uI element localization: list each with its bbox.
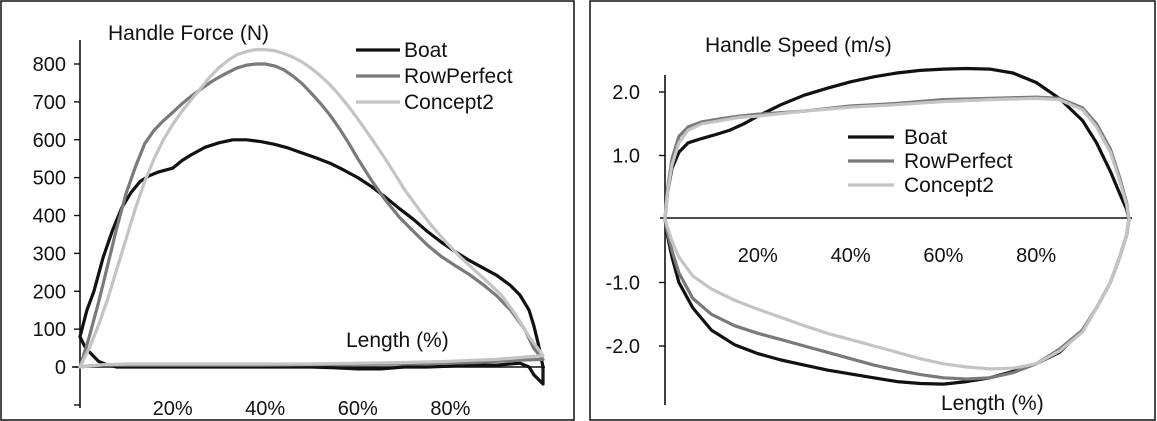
force-legend-label-boat: Boat [404, 39, 447, 62]
force-y-tick-label: 800 [33, 54, 66, 76]
force-series-rowperfect [78, 62, 545, 369]
force-y-tick-label: 700 [33, 92, 66, 114]
speed-legend-label-rowperfect: RowPerfect [904, 150, 1013, 173]
speed-y-tick-label: -1.0 [606, 273, 640, 295]
speed-series-concept2 [663, 96, 1131, 371]
force-panel-frame [0, 0, 575, 421]
force-y-tick-label: 400 [33, 206, 66, 228]
force-x-axis-label: Length (%) [346, 329, 449, 352]
speed-legend-label-concept2: Concept2 [904, 174, 994, 197]
force-y-tick-label: 300 [33, 243, 66, 265]
speed-x-tick-label: 80% [1016, 245, 1056, 267]
force-x-tick-label: 20% [153, 398, 193, 420]
force-y-tick-label: 600 [33, 130, 66, 152]
force-chart-title: Handle Force (N) [108, 22, 269, 45]
force-y-tick-label: 200 [33, 281, 66, 303]
force-legend-label-rowperfect: RowPerfect [404, 65, 513, 88]
force-y-tick-label: 0 [55, 357, 66, 379]
speed-x-tick-label: 40% [831, 245, 871, 267]
force-x-tick-label: 60% [338, 398, 378, 420]
speed-series-rowperfect [663, 95, 1131, 381]
force-y-tick-label: 500 [33, 168, 66, 190]
speed-x-axis-label: Length (%) [941, 392, 1044, 415]
force-legend-label-concept2: Concept2 [404, 91, 494, 114]
force-x-tick-label: 40% [245, 398, 285, 420]
speed-y-tick-label: -2.0 [606, 336, 640, 358]
speed-panel-frame [589, 0, 1156, 421]
speed-chart-title: Handle Speed (m/s) [705, 34, 892, 57]
speed-legend-label-boat: Boat [904, 126, 947, 149]
force-y-tick-label: 100 [33, 319, 66, 341]
speed-x-tick-label: 20% [738, 245, 778, 267]
speed-x-tick-label: 60% [923, 245, 963, 267]
force-x-tick-label: 80% [430, 398, 470, 420]
force-series-boat [78, 138, 545, 386]
speed-y-tick-label: 2.0 [612, 82, 640, 104]
force-series-concept2 [78, 47, 545, 369]
speed-y-tick-label: 1.0 [612, 146, 640, 168]
